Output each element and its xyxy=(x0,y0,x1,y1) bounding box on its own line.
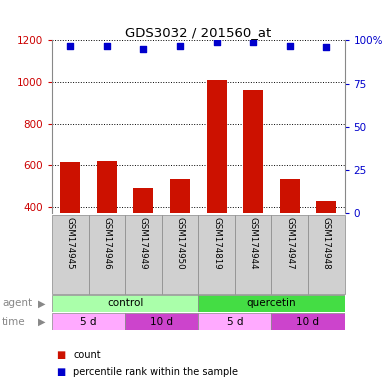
Bar xyxy=(198,313,271,330)
Text: 10 d: 10 d xyxy=(296,316,320,327)
Text: 5 d: 5 d xyxy=(80,316,97,327)
Point xyxy=(177,43,183,49)
Text: GSM174949: GSM174949 xyxy=(139,217,148,270)
Point xyxy=(213,39,219,45)
Bar xyxy=(97,161,117,213)
Text: agent: agent xyxy=(2,298,32,308)
Text: GSM174819: GSM174819 xyxy=(212,217,221,270)
Text: ■: ■ xyxy=(56,367,65,377)
Text: GSM174947: GSM174947 xyxy=(285,217,294,270)
Bar xyxy=(60,162,80,213)
Text: GSM174946: GSM174946 xyxy=(102,217,111,270)
Text: GSM174950: GSM174950 xyxy=(176,217,184,270)
Text: ▶: ▶ xyxy=(38,316,45,327)
Bar xyxy=(52,313,125,330)
Point xyxy=(67,43,73,49)
Text: GSM174944: GSM174944 xyxy=(249,217,258,270)
Text: percentile rank within the sample: percentile rank within the sample xyxy=(73,367,238,377)
Text: time: time xyxy=(2,316,25,327)
Bar xyxy=(125,215,162,294)
Bar xyxy=(280,179,300,213)
Bar xyxy=(89,215,125,294)
Bar xyxy=(125,313,198,330)
Bar xyxy=(271,313,345,330)
Text: ▶: ▶ xyxy=(38,298,45,308)
Text: 5 d: 5 d xyxy=(227,316,243,327)
Text: ■: ■ xyxy=(56,350,65,360)
Point xyxy=(286,43,293,49)
Text: 10 d: 10 d xyxy=(150,316,173,327)
Text: count: count xyxy=(73,350,101,360)
Point xyxy=(104,43,110,49)
Point xyxy=(323,44,329,50)
Point xyxy=(250,39,256,45)
Text: GSM174948: GSM174948 xyxy=(322,217,331,270)
Bar xyxy=(170,179,190,213)
Bar xyxy=(243,90,263,213)
Bar xyxy=(271,215,308,294)
Bar xyxy=(133,188,154,213)
Bar xyxy=(316,200,336,213)
Bar xyxy=(198,295,345,312)
Point xyxy=(140,46,146,52)
Bar xyxy=(162,215,198,294)
Bar xyxy=(198,215,235,294)
Bar xyxy=(52,295,198,312)
Bar xyxy=(206,80,227,213)
Title: GDS3032 / 201560_at: GDS3032 / 201560_at xyxy=(125,26,271,39)
Text: GSM174945: GSM174945 xyxy=(66,217,75,270)
Text: control: control xyxy=(107,298,143,308)
Text: quercetin: quercetin xyxy=(247,298,296,308)
Bar xyxy=(52,215,89,294)
Bar xyxy=(235,215,271,294)
Bar xyxy=(308,215,345,294)
